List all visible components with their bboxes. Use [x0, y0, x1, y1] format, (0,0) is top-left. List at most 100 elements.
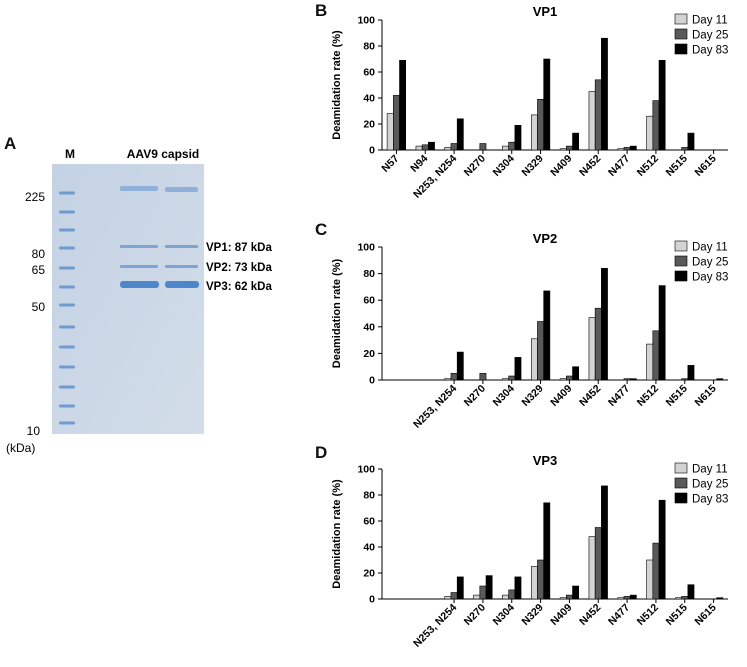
bar-day-83	[716, 378, 724, 381]
panel-label-c: C	[315, 220, 328, 239]
bar-day-83	[658, 285, 666, 381]
bar-day-83	[514, 125, 522, 151]
y-tick-label: 80	[363, 268, 375, 280]
bar-day-25	[421, 144, 429, 151]
bar-day-83	[456, 351, 464, 381]
bar-day-11	[646, 115, 654, 151]
bar-day-83	[687, 584, 695, 600]
marker-band	[59, 385, 75, 389]
x-tick-label: N515	[664, 383, 690, 409]
bar-day-25	[479, 585, 487, 600]
x-tick-label: N452	[577, 602, 603, 628]
x-tick-label: N304	[491, 383, 517, 409]
bar-day-11	[386, 113, 394, 151]
bar-day-83	[456, 118, 464, 151]
x-tick-label: N477	[606, 153, 632, 179]
x-tick-label: N329	[519, 153, 545, 179]
band-vp3-lane1	[120, 281, 159, 288]
chart-vp2: VP2 Deamidation rate (%) 0 20 40 60 80 100 N253,…	[331, 231, 728, 431]
y-tick-label: 40	[363, 93, 375, 105]
bar-day-11	[588, 91, 596, 151]
bar-day-25	[681, 147, 689, 151]
bar-day-11	[473, 594, 481, 600]
bar-day-11	[588, 317, 596, 381]
band-vp2-lane2	[165, 265, 198, 268]
bar-day-25	[508, 375, 516, 381]
legend-swatch	[674, 28, 688, 40]
bar-day-11	[617, 597, 625, 600]
bar-day-25	[594, 527, 602, 600]
y-tick-label: 60	[363, 67, 375, 79]
x-tick-label: N409	[548, 602, 574, 628]
bar-day-83	[658, 499, 666, 600]
y-tick-label: 80	[363, 41, 375, 53]
marker-band	[59, 325, 75, 329]
bar-day-25	[393, 95, 400, 151]
bar-day-83	[399, 59, 407, 151]
marker-band	[59, 345, 75, 349]
x-tick-label: N615	[692, 153, 718, 179]
legend-label: Day 11	[692, 242, 728, 254]
y-tick-label: 20	[363, 348, 375, 360]
marker-label-10: 10	[27, 424, 41, 438]
bar-day-11	[502, 594, 509, 600]
bar-day-11	[559, 148, 567, 151]
unit-label: (kDa)	[6, 441, 35, 455]
marker-band	[59, 266, 75, 270]
bar-day-11	[559, 378, 567, 381]
bar-day-25	[594, 79, 602, 151]
bar-day-25	[537, 321, 544, 381]
x-tick-label: N452	[577, 383, 603, 409]
y-tick-label: 100	[357, 15, 375, 27]
legend-swatch	[674, 13, 688, 25]
bar-day-83	[514, 357, 522, 381]
band-225-lane1	[120, 186, 158, 191]
bar-day-25	[508, 141, 516, 151]
marker-band	[59, 285, 75, 289]
x-tick-label: N57	[379, 153, 401, 175]
bar-day-83	[687, 365, 695, 381]
bar-day-25	[479, 143, 487, 151]
y-tick-label: 20	[363, 119, 375, 131]
x-tick-label: N94	[408, 153, 430, 175]
bar-day-11	[444, 147, 452, 151]
legend-label: Day 25	[692, 257, 728, 269]
legend-swatch	[674, 255, 688, 267]
bar-day-25	[652, 542, 660, 600]
x-tick-label: N515	[664, 602, 690, 628]
panel-label-d: D	[315, 443, 328, 462]
y-tick-label: 100	[357, 464, 375, 476]
bar-day-11	[502, 145, 509, 151]
x-tick-label: N329	[519, 602, 545, 628]
y-tick-label: 40	[363, 321, 375, 333]
bar-day-83	[601, 485, 608, 600]
x-tick-label: N270	[462, 383, 488, 409]
y-tick-label: 80	[363, 490, 375, 502]
bar-day-25	[681, 596, 689, 600]
bar-day-83	[485, 575, 493, 600]
bar-day-11	[415, 145, 423, 151]
x-tick-label: N515	[664, 153, 690, 179]
bar-day-25	[566, 145, 573, 151]
bar-day-83	[629, 145, 637, 151]
band-vp3-lane2	[165, 281, 199, 288]
x-tick-label: N253, N254	[411, 602, 459, 650]
chart-vp3: VP3 Deamidation rate (%) 0 20 40 60 80 100 N253,…	[331, 453, 728, 650]
y-axis-label: Deamidation rate (%)	[331, 479, 343, 589]
bar-day-11	[502, 378, 509, 381]
y-tick-label: 60	[363, 295, 375, 307]
y-tick-label: 0	[369, 375, 375, 387]
bar-day-25	[537, 99, 544, 151]
x-tick-label: N615	[692, 602, 718, 628]
bar-day-25	[479, 373, 487, 381]
bar-day-83	[572, 132, 580, 151]
x-tick-label: N512	[635, 153, 661, 179]
gel-title: AAV9 capsid	[127, 147, 199, 161]
y-tick-label: 40	[363, 542, 375, 554]
legend-swatch	[674, 270, 688, 282]
band-label-vp1: VP1: 87 kDa	[206, 242, 272, 254]
band-225-lane2	[165, 187, 198, 192]
marker-ladder	[59, 191, 75, 425]
x-tick-label: N304	[491, 602, 517, 628]
x-tick-label: N270	[462, 153, 488, 179]
